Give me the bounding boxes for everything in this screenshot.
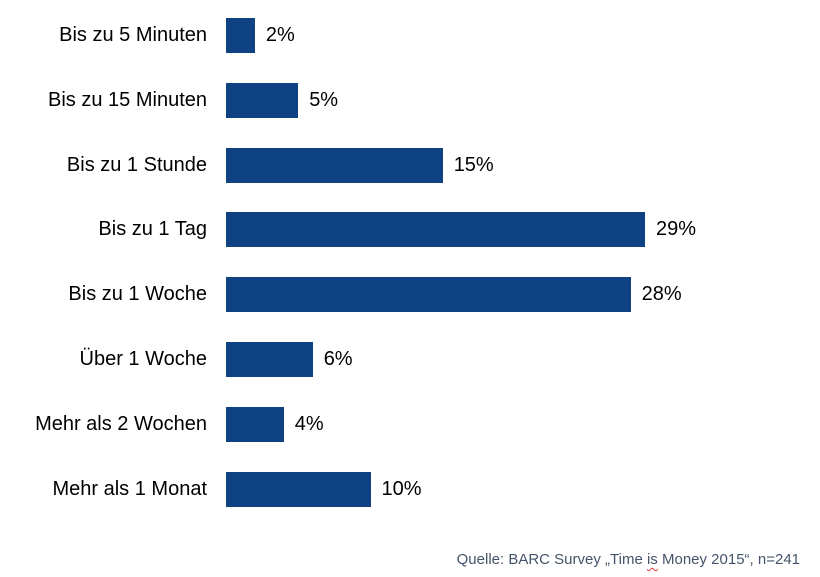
category-label: Bis zu 1 Woche xyxy=(68,283,207,306)
category-label: Bis zu 1 Stunde xyxy=(66,153,207,176)
category-label: Bis zu 15 Minuten xyxy=(48,88,207,111)
value-label: 10% xyxy=(381,477,422,500)
chart-row: Über 1 Woche 6% xyxy=(0,327,820,392)
category-label: Mehr als 1 Monat xyxy=(52,477,207,500)
chart-row: Bis zu 1 Tag 29% xyxy=(0,198,820,263)
bar xyxy=(226,17,255,53)
chart-row: Bis zu 5 Minuten 2% xyxy=(0,3,820,68)
bar xyxy=(226,147,443,183)
chart-row: Bis zu 1 Woche 28% xyxy=(0,262,820,327)
value-label: 29% xyxy=(656,218,697,241)
value-label: 4% xyxy=(294,412,324,435)
source-caption-prefix: Quelle: BARC Survey „Time xyxy=(456,551,647,568)
chart-row: Mehr als 1 Monat 10% xyxy=(0,457,820,522)
chart-row: Mehr als 2 Wochen 4% xyxy=(0,392,820,457)
category-label: Bis zu 5 Minuten xyxy=(59,23,207,46)
bar xyxy=(226,471,371,507)
chart-row: Bis zu 1 Stunde 15% xyxy=(0,133,820,198)
category-label: Mehr als 2 Wochen xyxy=(35,412,207,435)
bar xyxy=(226,406,284,442)
category-label: Bis zu 1 Tag xyxy=(98,218,207,241)
bar xyxy=(226,342,313,378)
value-label: 15% xyxy=(453,153,494,176)
value-label: 5% xyxy=(309,88,339,111)
bar xyxy=(226,82,299,118)
value-label: 6% xyxy=(323,348,353,371)
source-caption-spellchecked-word: is xyxy=(646,551,658,568)
bar-chart: Bis zu 5 Minuten 2% Bis zu 15 Minuten 5% Bis… xyxy=(0,3,820,522)
bar xyxy=(226,277,631,313)
value-label: 2% xyxy=(265,23,295,46)
category-label: Über 1 Woche xyxy=(79,348,207,371)
source-caption: Quelle: BARC Survey „Time is Money 2015“… xyxy=(457,551,800,568)
value-label: 28% xyxy=(641,283,682,306)
bar xyxy=(226,212,645,248)
chart-row: Bis zu 15 Minuten 5% xyxy=(0,68,820,133)
source-caption-suffix: Money 2015“, n=241 xyxy=(657,551,800,568)
